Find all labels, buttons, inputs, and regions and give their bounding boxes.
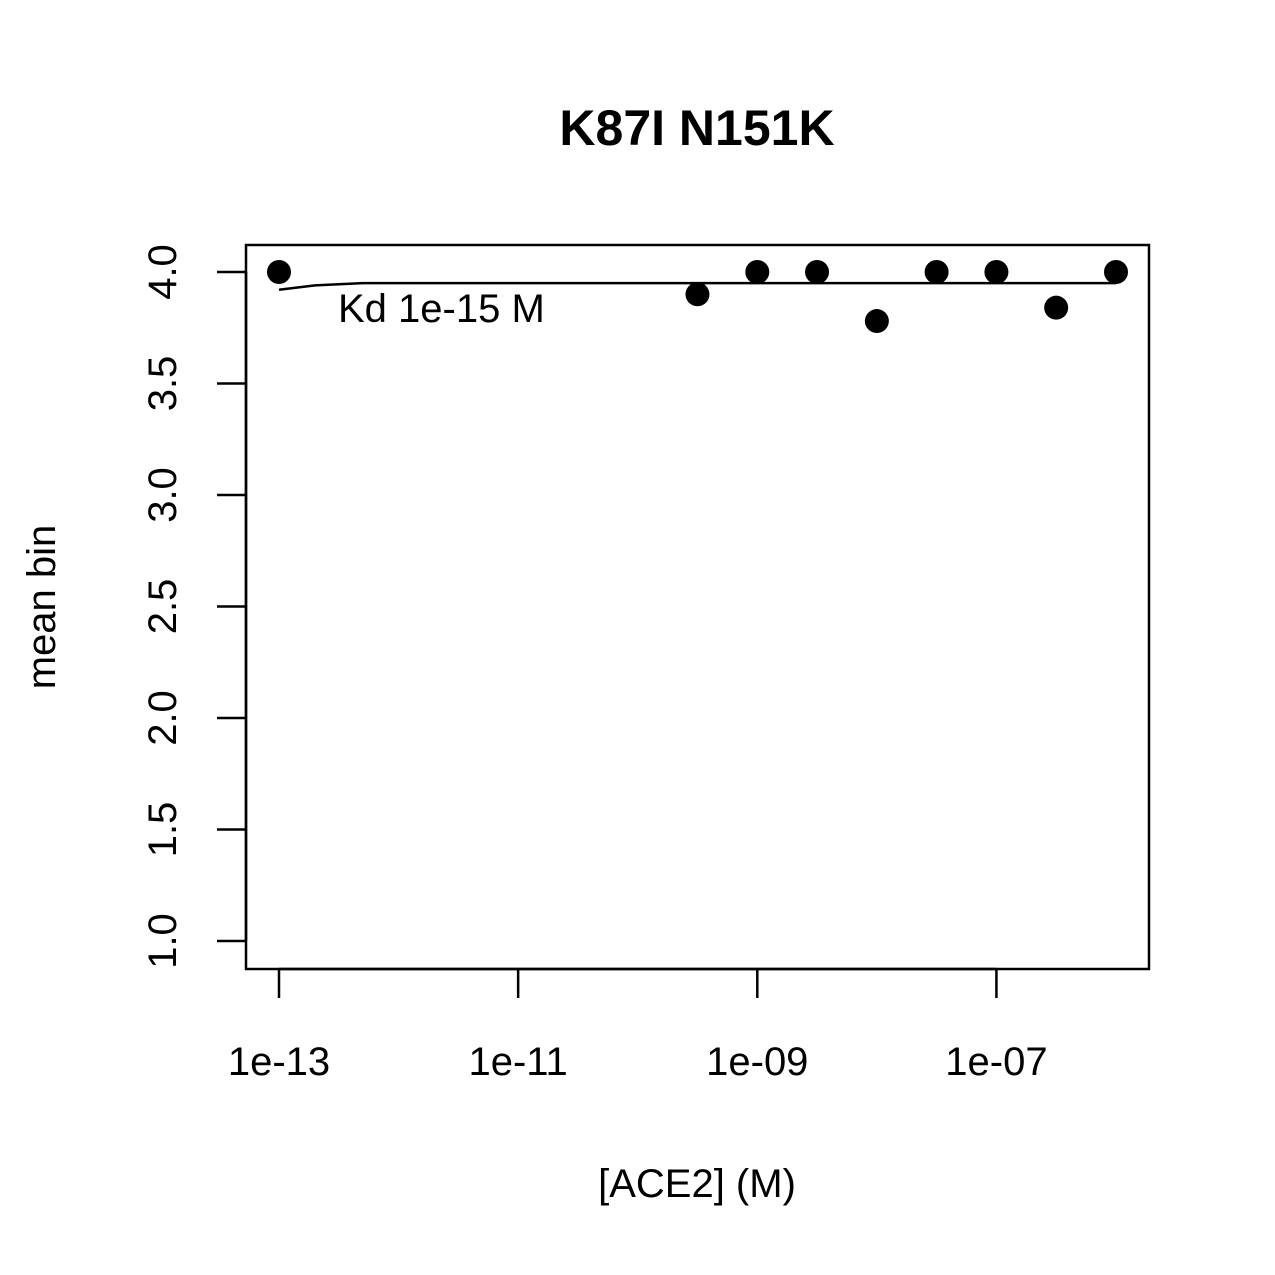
y-tick-label: 3.5 xyxy=(141,356,185,412)
data-point xyxy=(745,260,770,284)
x-axis-label: [ACE2] (M) xyxy=(598,1162,796,1206)
data-point xyxy=(805,260,830,284)
fit-line xyxy=(278,281,1116,292)
y-tick-label: 2.0 xyxy=(141,690,185,746)
y-axis: 1.0 1.5 2.0 2.5 3.0 3.5 4.0 xyxy=(141,244,248,969)
data-point xyxy=(1104,260,1128,284)
x-axis: 1e-13 1e-11 1e-09 1e-07 xyxy=(228,967,1048,1084)
y-axis-label: mean bin xyxy=(20,525,64,690)
x-tick-label: 1e-11 xyxy=(468,1040,567,1084)
y-tick-label: 4.0 xyxy=(141,244,185,300)
x-tick-label: 1e-09 xyxy=(706,1040,808,1084)
data-point xyxy=(267,260,291,284)
y-tick-label: 1.5 xyxy=(141,802,185,858)
x-tick-label: 1e-07 xyxy=(945,1040,1047,1084)
y-tick-label: 3.0 xyxy=(141,467,185,523)
y-tick-label: 1.0 xyxy=(141,913,185,969)
data-point xyxy=(685,282,710,307)
y-tick-label: 2.5 xyxy=(141,579,185,635)
data-point xyxy=(1044,295,1069,320)
data-point xyxy=(924,260,949,284)
data-point xyxy=(864,309,889,334)
x-tick-label: 1e-13 xyxy=(228,1040,330,1084)
kd-annotation: Kd 1e-15 M xyxy=(338,287,545,331)
plot-frame xyxy=(244,243,1151,971)
data-point xyxy=(984,260,1009,284)
chart-title: K87I N151K xyxy=(559,100,834,156)
data-points xyxy=(267,260,1128,334)
